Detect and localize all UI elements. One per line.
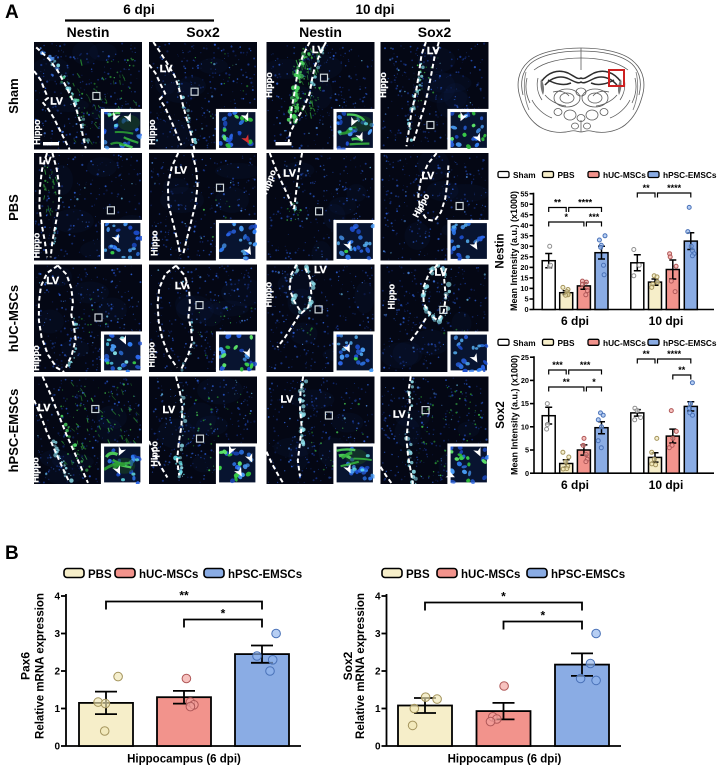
svg-text:LV: LV [427, 45, 440, 57]
svg-text:Hippo: Hippo [31, 232, 41, 258]
svg-text:LV: LV [314, 264, 327, 276]
svg-text:Hippo: Hippo [31, 345, 41, 371]
svg-text:LV: LV [160, 63, 173, 75]
svg-text:Hippo: Hippo [387, 283, 397, 309]
svg-text:Hippo: Hippo [150, 230, 160, 256]
svg-text:Hippo: Hippo [30, 457, 40, 483]
svg-text:LV: LV [312, 44, 325, 56]
svg-text:LV: LV [174, 164, 187, 176]
svg-text:Hippo: Hippo [263, 281, 273, 307]
svg-text:Hippo: Hippo [32, 119, 42, 145]
svg-text:LV: LV [422, 170, 435, 182]
svg-text:LV: LV [39, 155, 52, 167]
svg-text:Hippo: Hippo [146, 342, 156, 368]
svg-text:LV: LV [38, 402, 51, 414]
svg-text:LV: LV [283, 168, 296, 180]
svg-text:Hippo: Hippo [264, 72, 274, 98]
svg-text:Hippo: Hippo [378, 72, 388, 98]
svg-text:LV: LV [163, 404, 176, 416]
svg-text:Hippo: Hippo [259, 168, 278, 196]
svg-text:Hippo: Hippo [150, 441, 160, 467]
svg-text:LV: LV [46, 275, 59, 287]
svg-text:LV: LV [175, 280, 188, 292]
svg-text:Hippo: Hippo [147, 119, 157, 145]
svg-text:LV: LV [435, 266, 448, 278]
svg-text:LV: LV [50, 95, 63, 107]
